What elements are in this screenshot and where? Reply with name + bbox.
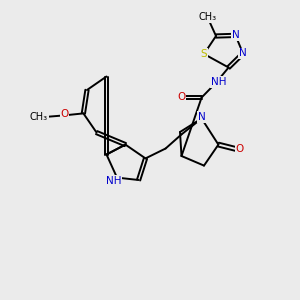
Text: NH: NH bbox=[106, 176, 121, 186]
Text: CH₃: CH₃ bbox=[199, 12, 217, 22]
Text: N: N bbox=[232, 30, 239, 40]
Text: N: N bbox=[239, 48, 247, 59]
Text: N: N bbox=[198, 112, 206, 122]
Text: O: O bbox=[177, 92, 186, 103]
Text: NH: NH bbox=[211, 77, 227, 87]
Text: S: S bbox=[201, 49, 207, 59]
Text: O: O bbox=[60, 109, 69, 119]
Text: O: O bbox=[236, 144, 244, 154]
Text: CH₃: CH₃ bbox=[30, 112, 48, 122]
